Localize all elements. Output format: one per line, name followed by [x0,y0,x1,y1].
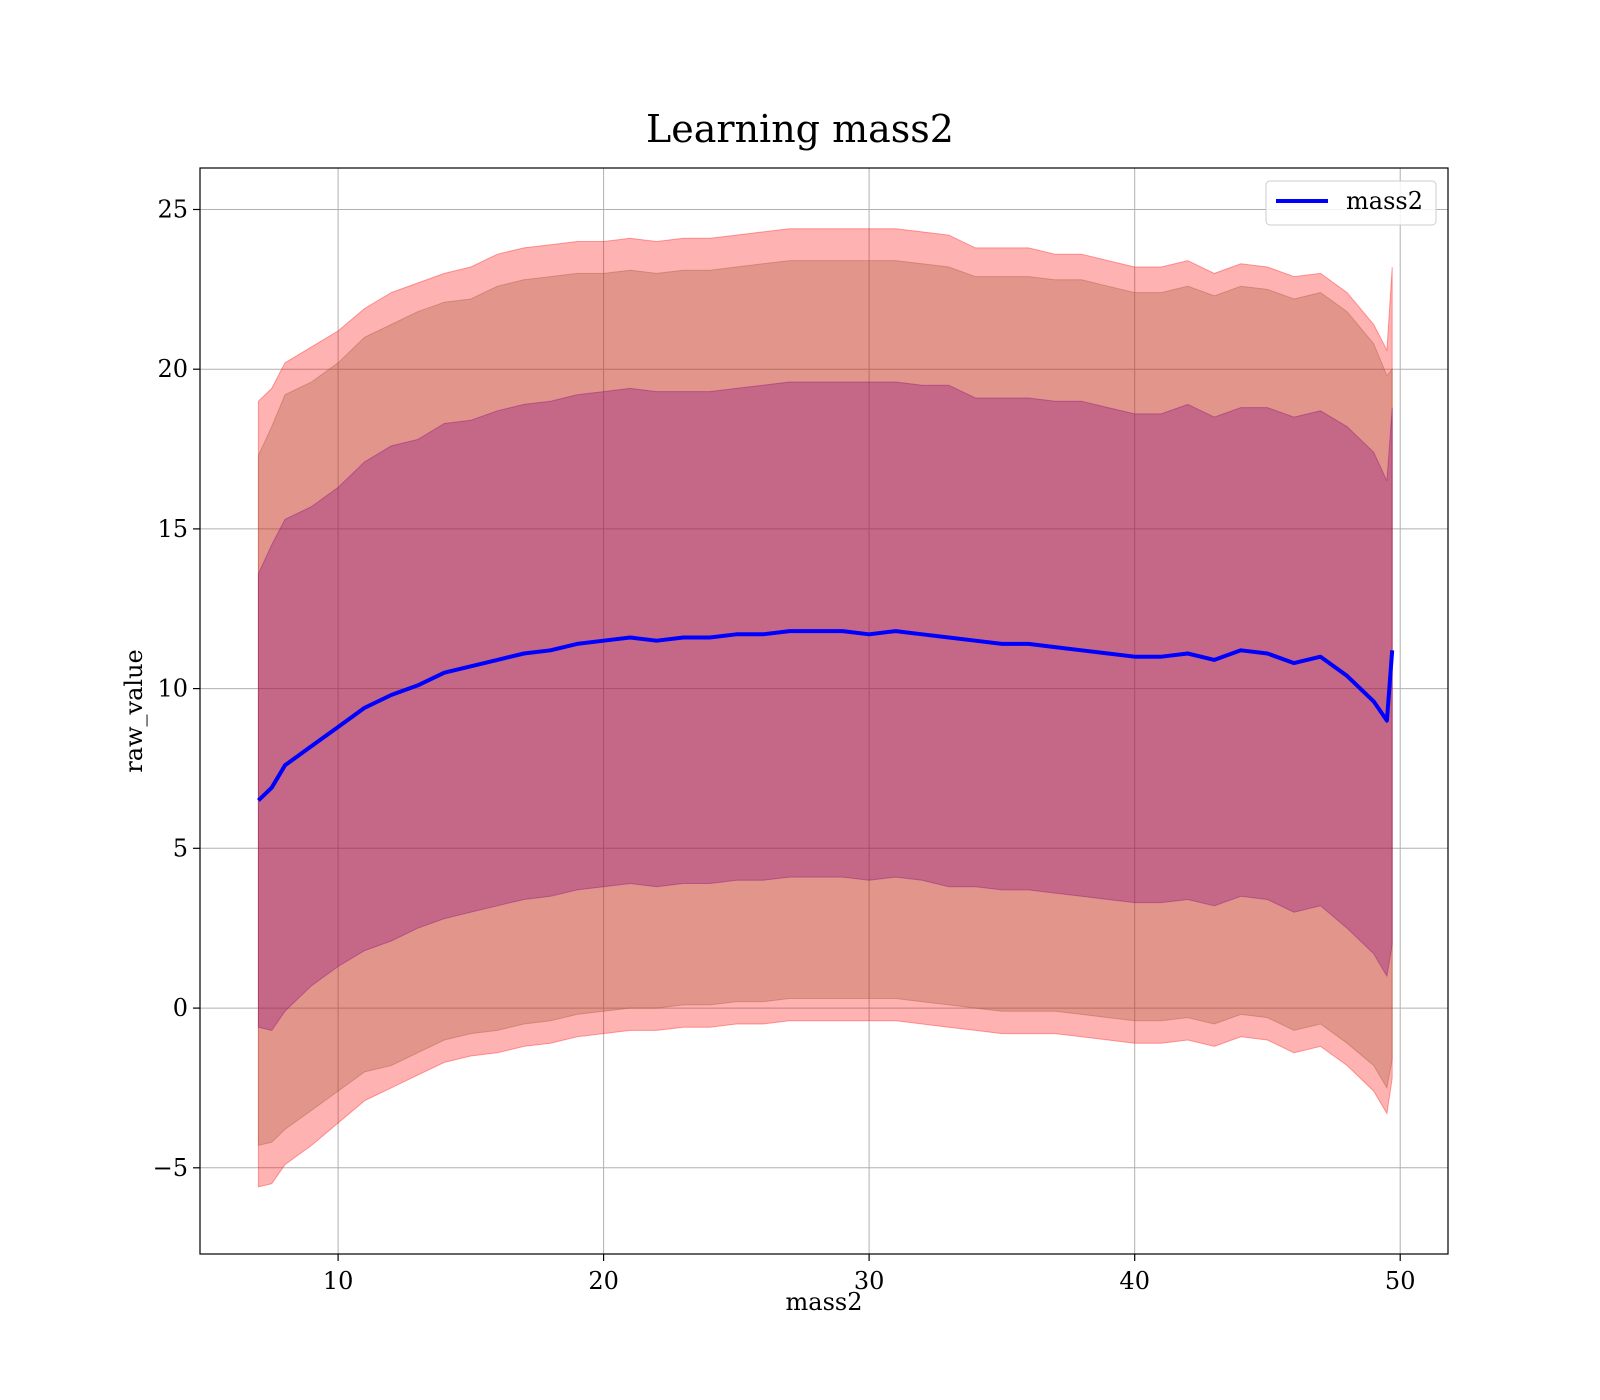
x-tick-label: 10 [323,1267,354,1295]
band-2-sigma [257,260,1393,1147]
series-lines [257,629,1395,802]
y-tick-label: 5 [173,834,188,862]
band-3-sigma [257,228,1393,1188]
plot-frame [199,167,1449,1255]
y-tick-label: 25 [157,196,188,224]
error-bands [257,228,1393,1188]
chart-title: Learning mass2 [646,107,954,151]
x-tick-label: 50 [1385,1267,1416,1295]
y-tick-label: 20 [157,355,188,383]
x-tick-label: 20 [588,1267,619,1295]
y-tick-label: −5 [153,1154,188,1182]
legend-box [1265,180,1437,226]
series-line-mass2 [257,629,1395,802]
x-axis-label: mass2 [786,1288,863,1316]
y-tick-label: 10 [157,675,188,703]
y-tick-label: 15 [157,515,188,543]
x-tick-label: 30 [854,1267,885,1295]
legend-label: mass2 [1346,187,1423,215]
band-1-sigma [257,381,1393,1031]
x-ticks: 10 20 30 40 50 [323,1254,1416,1295]
y-axis-label: raw_value [120,649,148,773]
legend: mass2 [1265,180,1437,226]
y-ticks: −5 0 5 10 15 20 25 [153,196,200,1182]
grid [200,168,1448,1254]
y-tick-label: 0 [173,994,188,1022]
x-tick-label: 40 [1119,1267,1150,1295]
